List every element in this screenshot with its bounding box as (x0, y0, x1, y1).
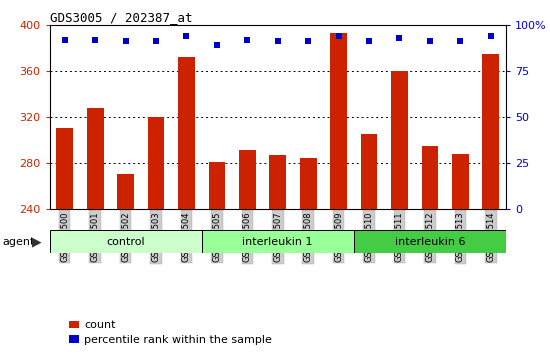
Bar (361, 134, 377, 209)
Point (121, 39, 130, 44)
Legend: count, percentile rank within the sample: count, percentile rank within the sample (69, 320, 272, 345)
Bar (56, 129, 73, 209)
Point (304, 39, 312, 44)
Point (334, 33, 343, 39)
Bar (117, 175, 134, 209)
Text: ▶: ▶ (32, 235, 42, 248)
Bar (87, 108, 103, 209)
Bar (50, 230, 202, 253)
Text: GDS3005 / 202387_at: GDS3005 / 202387_at (50, 11, 192, 24)
Bar (421, 145, 438, 209)
Point (182, 33, 191, 39)
Bar (270, 155, 286, 209)
Point (212, 42, 221, 48)
Text: agent: agent (3, 237, 35, 247)
Text: interleukin 1: interleukin 1 (243, 236, 313, 247)
Point (486, 33, 495, 39)
Bar (208, 162, 225, 209)
Bar (300, 158, 317, 209)
Point (91, 37, 100, 42)
Point (60, 37, 69, 42)
Point (273, 39, 282, 44)
Bar (391, 71, 408, 209)
Point (456, 39, 465, 44)
Point (365, 39, 373, 44)
Point (395, 35, 404, 40)
Bar (452, 154, 469, 209)
Point (243, 37, 252, 42)
Bar (482, 53, 499, 209)
Bar (239, 150, 256, 209)
Bar (202, 230, 354, 253)
Bar (354, 230, 506, 253)
Bar (330, 33, 347, 209)
Text: interleukin 6: interleukin 6 (395, 236, 465, 247)
Bar (178, 57, 195, 209)
Point (426, 39, 434, 44)
Text: control: control (106, 236, 145, 247)
Point (152, 39, 161, 44)
Bar (147, 117, 164, 209)
